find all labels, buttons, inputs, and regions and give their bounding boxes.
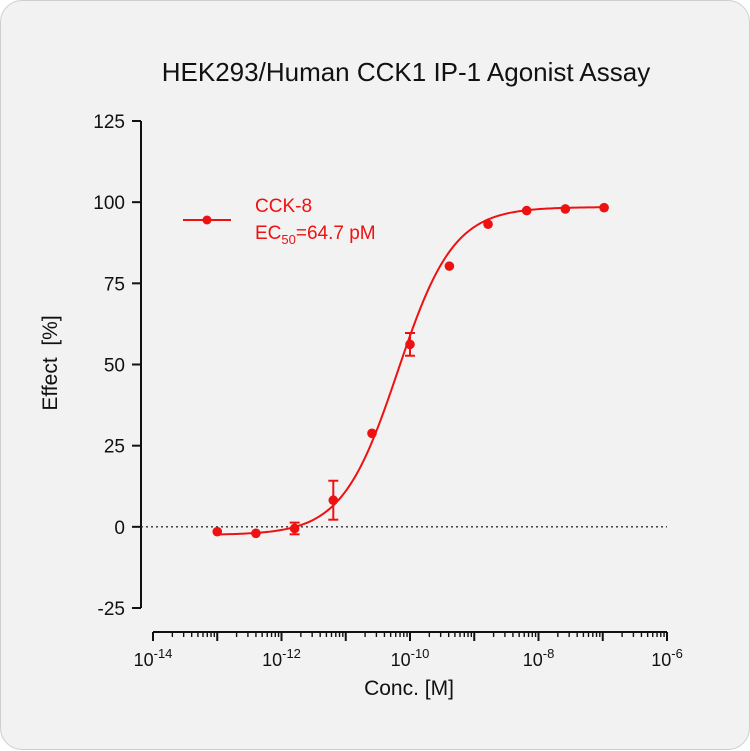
- x-tick-label: 10-10: [391, 646, 430, 670]
- y-tick-label: 125: [93, 112, 125, 133]
- x-tick-label-base: 10: [651, 650, 671, 670]
- x-axis-label: Conc. [M]: [364, 677, 454, 700]
- data-points: [212, 202, 609, 539]
- data-point: [405, 339, 415, 350]
- x-tick-label-base: 10: [262, 650, 282, 670]
- data-point: [560, 204, 571, 214]
- y-tick-label: 0: [114, 518, 125, 539]
- data-point: [367, 428, 377, 439]
- legend-ec50-value: =64.7 pM: [296, 223, 376, 244]
- y-axis-label: Effect [%]: [39, 315, 62, 410]
- x-tick-label: 10-12: [262, 646, 301, 670]
- y-tick-label: 50: [104, 356, 125, 377]
- data-point: [521, 205, 532, 216]
- y-tick-label: 100: [93, 193, 125, 214]
- data-point: [599, 202, 609, 213]
- legend-series-name: CCK-8: [255, 196, 312, 217]
- x-tick-label-exponent: -12: [282, 646, 301, 661]
- x-tick-label: 10-6: [651, 646, 683, 670]
- x-tick-label: 10-14: [134, 646, 173, 670]
- y-tick-label: 75: [104, 274, 125, 295]
- x-tick-label-exponent: -6: [671, 646, 683, 661]
- y-tick-label: 25: [104, 437, 125, 458]
- data-point: [251, 528, 261, 539]
- legend-ec50: EC50=64.7 pM: [255, 223, 376, 247]
- data-point: [483, 219, 493, 230]
- x-tick-label-base: 10: [523, 650, 543, 670]
- data-point: [444, 261, 455, 271]
- x-tick-label-base: 10: [134, 650, 154, 670]
- data-point: [328, 495, 339, 506]
- x-tick-label: 10-8: [523, 646, 555, 670]
- x-tick-label-exponent: -10: [411, 646, 430, 661]
- y-tick-label: -25: [98, 599, 125, 620]
- x-tick-label-base: 10: [391, 650, 411, 670]
- x-axis: 10-14 10-12 10-10 10-8 10-6: [134, 631, 683, 670]
- y-axis: -25 0 25 50 75 100 125: [93, 112, 142, 620]
- chart-title: HEK293/Human CCK1 IP-1 Agonist Assay: [162, 57, 650, 87]
- x-tick-label-exponent: -14: [154, 646, 173, 661]
- legend: CCK-8 EC50=64.7 pM: [183, 196, 376, 247]
- data-point: [289, 523, 300, 534]
- legend-ec50-prefix: EC: [255, 223, 281, 244]
- legend-marker: [202, 215, 212, 225]
- legend-ec50-subscript: 50: [281, 232, 295, 247]
- data-point: [212, 526, 223, 537]
- fit-curve: [217, 206, 605, 536]
- x-tick-label-exponent: -8: [543, 646, 555, 661]
- error-bars: [289, 332, 415, 536]
